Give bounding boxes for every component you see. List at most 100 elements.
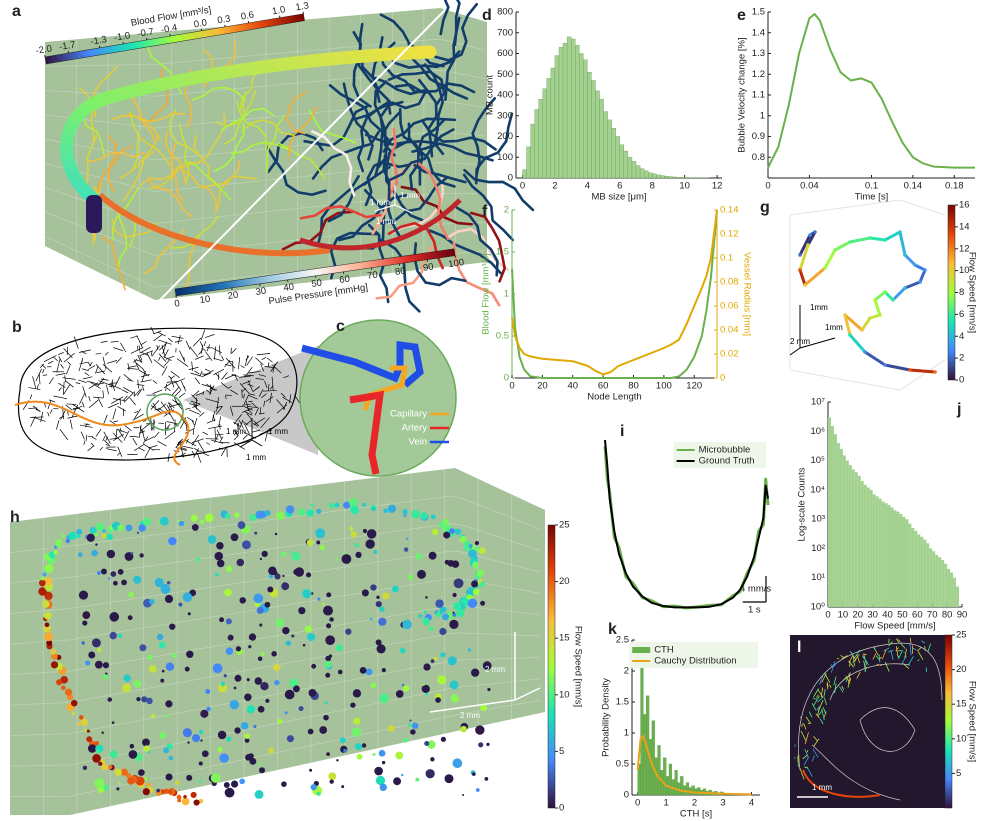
vessel (357, 188, 386, 250)
vessel (95, 364, 106, 375)
bar (872, 494, 876, 607)
bubble (449, 619, 459, 630)
vessel (407, 122, 456, 188)
bubble (224, 513, 231, 519)
vessel (812, 748, 819, 758)
bubble (443, 531, 451, 539)
vessel (251, 429, 261, 433)
trajectory-point (803, 283, 807, 287)
vessel (189, 409, 200, 415)
trajectory (891, 286, 907, 302)
bubble (53, 545, 58, 549)
bubble (71, 711, 75, 716)
vessel (147, 178, 193, 218)
vessel (100, 378, 109, 381)
bubble (329, 617, 334, 622)
bar (639, 168, 645, 179)
illustration (299, 319, 457, 477)
y2-tick-label: 0.06 (720, 301, 739, 312)
y-tick-label: 1.5 (616, 697, 629, 708)
bubble (61, 685, 66, 691)
bubble (138, 524, 146, 532)
bubble (60, 676, 68, 684)
trajectory (874, 290, 886, 302)
bubble (139, 553, 144, 558)
bubble (217, 683, 228, 693)
vessel (175, 382, 182, 391)
vessel (130, 335, 138, 339)
trajectory (869, 236, 886, 242)
vessel (247, 380, 253, 392)
bubble (117, 633, 123, 638)
vessel (209, 387, 218, 391)
vessel (213, 368, 224, 376)
bubble (95, 522, 105, 532)
vessel (821, 687, 824, 690)
y-tick-label: 800 (497, 7, 513, 18)
bar (839, 448, 843, 607)
vessel (153, 334, 163, 342)
bubble (108, 765, 113, 770)
bubble (428, 626, 434, 632)
vessel (177, 335, 181, 345)
bubble (234, 512, 240, 518)
bar (935, 554, 939, 607)
y2-tick-label: 0.14 (720, 205, 739, 216)
vessel (199, 341, 204, 348)
bar (652, 173, 657, 179)
bubble (334, 502, 340, 508)
vessel (897, 639, 901, 643)
bubble (195, 557, 201, 562)
trajectory-point (798, 268, 802, 272)
vessel (186, 416, 195, 422)
vessel (205, 334, 215, 338)
y-tick-label: 10⁴ (810, 484, 825, 495)
series-line (767, 13, 975, 169)
vessel (253, 422, 258, 427)
vessel (82, 368, 89, 372)
y-tick-label: 10³ (811, 514, 825, 525)
bubble (335, 644, 343, 652)
illustration (789, 199, 946, 391)
bubble (378, 749, 386, 757)
vessel (171, 335, 184, 339)
bubble (293, 685, 300, 693)
vessel (251, 402, 258, 408)
bubble (164, 594, 174, 604)
vessel (228, 360, 234, 363)
vessel (202, 452, 210, 457)
vessel (166, 380, 178, 383)
bubble (264, 601, 271, 608)
scale-bar (429, 699, 516, 713)
vessel (255, 357, 264, 366)
vessel (917, 659, 920, 662)
bubble (280, 551, 287, 557)
bar (575, 45, 580, 179)
vessel (299, 205, 382, 220)
bubble (307, 728, 314, 735)
vessel (269, 392, 272, 403)
vessel (244, 354, 249, 367)
x-tick-label: 2 (692, 798, 697, 809)
y-tick-label: 700 (497, 27, 513, 38)
bar (680, 776, 684, 796)
bubble (311, 592, 314, 595)
bubble (229, 699, 239, 710)
bubble (146, 697, 153, 705)
bubble (391, 585, 399, 593)
bubble (113, 580, 118, 586)
vessel (164, 430, 176, 440)
y-tick-label: 200 (497, 131, 513, 142)
bubble (121, 579, 127, 586)
vessel (48, 377, 54, 385)
vessel (822, 707, 827, 714)
colorbar-tick-label: -2.0 (35, 43, 53, 57)
vessel (111, 396, 124, 404)
colorbar-tick-label: 80 (394, 265, 406, 277)
bubble (64, 688, 73, 696)
bubble (475, 725, 485, 735)
vessel (119, 427, 122, 433)
scale-label: 2 mm (790, 337, 810, 346)
vessel (112, 408, 117, 420)
